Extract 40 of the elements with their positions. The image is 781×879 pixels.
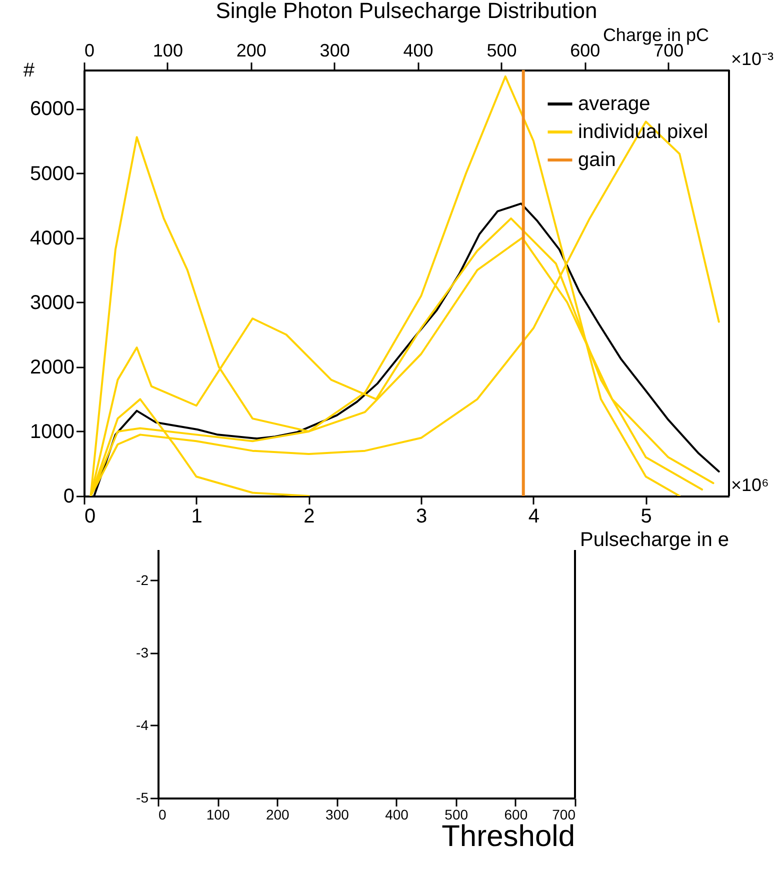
x-tick-label: 400 [385, 806, 409, 822]
x2-tick-label: 100 [152, 40, 183, 60]
x-tick-label: 0 [84, 506, 96, 528]
text: ×10⁻³ [731, 49, 774, 69]
x-axis-title: Pulsecharge in e [580, 529, 729, 551]
y-tick-label: -2 [136, 572, 149, 588]
x-tick-label: 200 [266, 806, 290, 822]
x2-tick-label: 300 [320, 40, 350, 60]
x2-tick-label: 0 [84, 40, 95, 60]
x2-tick-label: 600 [570, 40, 600, 60]
x-tick-label: 5 [640, 506, 652, 528]
x-axis-title: Threshold [442, 820, 575, 853]
text: ×10⁶ [731, 475, 769, 495]
x2-tick-label: 400 [403, 40, 434, 60]
y-axis-title: # [23, 60, 36, 82]
x-tick-label: 0 [158, 806, 166, 822]
y-tick-label: -4 [136, 716, 149, 733]
ref-line-label: gain [578, 149, 616, 171]
y-tick-label: 5000 [30, 162, 74, 185]
x-tick-label: 700 [552, 806, 576, 822]
x2-tick-label: 200 [236, 40, 266, 60]
y-tick-label: -5 [136, 790, 149, 806]
x-tick-label: 1 [191, 506, 202, 528]
x2-tick-label: 500 [486, 40, 517, 60]
x-tick-label: 3 [416, 506, 428, 528]
y-tick-label: 3000 [30, 292, 74, 314]
y-tick-label: 1000 [30, 420, 74, 443]
x-tick-label: 300 [326, 806, 350, 822]
y-tick-label: 4000 [30, 227, 74, 250]
x-tick-label: 4 [528, 506, 540, 528]
legend-label: average [578, 93, 650, 115]
y-tick-label: -3 [136, 644, 149, 660]
chart-title: Single Photon Pulsecharge Distribution [216, 0, 598, 23]
y-tick-label: 0 [63, 486, 74, 508]
y-tick-label: 2000 [30, 356, 74, 378]
x-tick-label: 100 [206, 806, 230, 822]
x-tick-label: 500 [444, 806, 468, 822]
x-tick-label: 2 [304, 506, 315, 528]
x-tick-label: 600 [504, 806, 528, 822]
y-tick-label: 6000 [30, 98, 74, 120]
